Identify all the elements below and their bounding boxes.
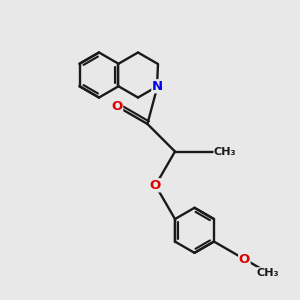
Text: CH₃: CH₃ (257, 268, 279, 278)
Text: CH₃: CH₃ (214, 146, 236, 157)
Text: O: O (111, 100, 123, 113)
Text: O: O (239, 253, 250, 266)
Text: N: N (152, 80, 163, 93)
Text: O: O (150, 179, 161, 192)
